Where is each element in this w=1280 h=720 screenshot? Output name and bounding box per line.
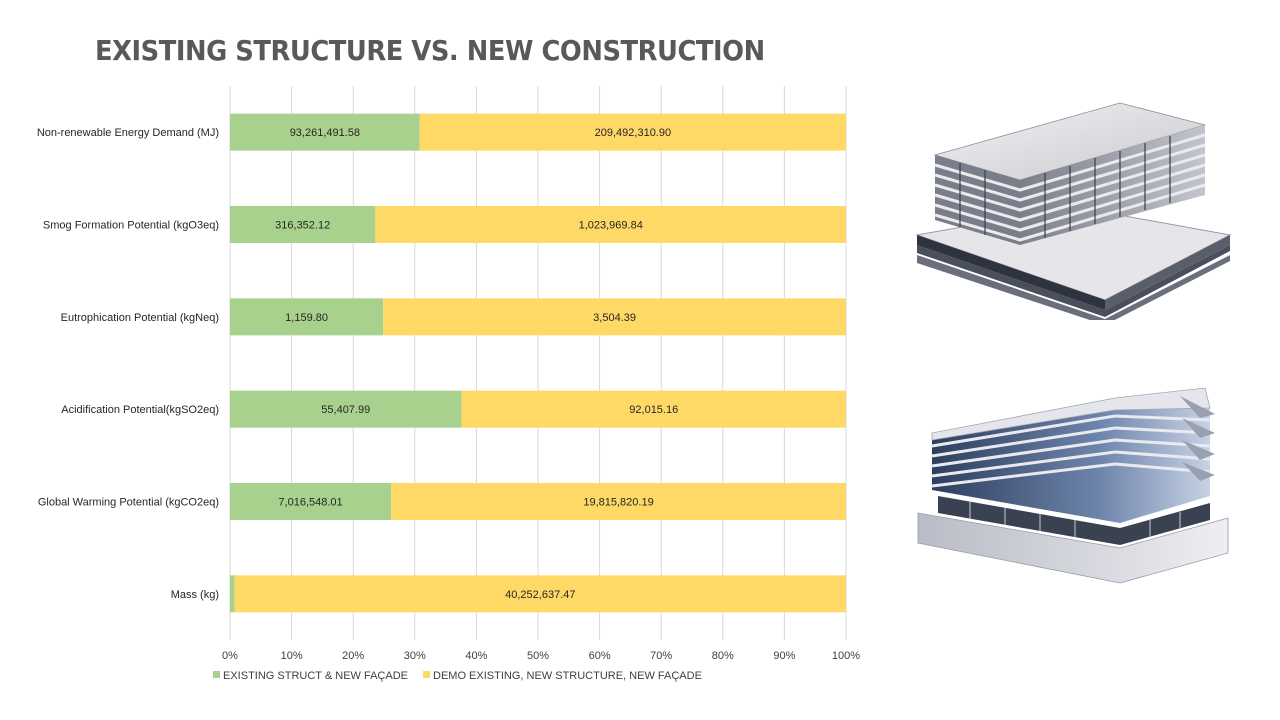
category-label: Acidification Potential(kgSO2eq) bbox=[61, 404, 219, 416]
x-tick-label: 100% bbox=[832, 650, 860, 662]
data-label: 93,261,491.58 bbox=[290, 127, 360, 139]
legend-label: EXISTING STRUCT & NEW FAÇADE bbox=[223, 670, 408, 682]
x-tick-label: 0% bbox=[222, 650, 238, 662]
bar-demo-existing bbox=[234, 575, 846, 613]
bar-demo-existing bbox=[391, 483, 846, 520]
data-label: 92,015.16 bbox=[629, 404, 678, 416]
x-tick-label: 70% bbox=[650, 650, 672, 662]
x-tick-label: 90% bbox=[773, 650, 795, 662]
data-label: 19,815,820.19 bbox=[583, 497, 653, 509]
category-label: Mass (kg) bbox=[171, 589, 219, 601]
data-label: 3,504.39 bbox=[593, 312, 636, 324]
data-label: 7,016,548.01 bbox=[278, 497, 342, 509]
bar-existing-struct bbox=[230, 390, 462, 428]
data-label: 1,023,969.84 bbox=[579, 220, 643, 232]
bar-demo-existing bbox=[375, 206, 846, 243]
data-label: 1,159.80 bbox=[285, 312, 328, 324]
legend-swatch-demo bbox=[423, 671, 430, 678]
bar-existing-struct bbox=[230, 483, 392, 520]
data-label: 40,252,637.47 bbox=[505, 589, 575, 601]
x-tick-label: 10% bbox=[281, 650, 303, 662]
x-tick-label: 30% bbox=[404, 650, 426, 662]
x-tick-label: 40% bbox=[465, 650, 487, 662]
bar-existing-struct bbox=[230, 298, 384, 336]
x-tick-label: 80% bbox=[712, 650, 734, 662]
bar-existing-struct bbox=[230, 206, 376, 243]
new-building-render bbox=[917, 387, 1229, 584]
slide-title: EXISTING STRUCTURE VS. NEW CONSTRUCTION bbox=[95, 34, 765, 67]
legend-swatch-existing bbox=[213, 671, 220, 678]
x-tick-label: 60% bbox=[589, 650, 611, 662]
bar-demo-existing bbox=[383, 298, 846, 336]
category-label: Global Warming Potential (kgCO2eq) bbox=[38, 497, 219, 509]
data-label: 316,352.12 bbox=[275, 220, 330, 232]
existing-building-render bbox=[915, 102, 1232, 320]
data-label: 55,407.99 bbox=[321, 404, 370, 416]
x-tick-label: 50% bbox=[527, 650, 549, 662]
category-label: Smog Formation Potential (kgO3eq) bbox=[43, 220, 219, 232]
bar-demo-existing bbox=[419, 113, 846, 151]
bar-existing-struct bbox=[230, 575, 235, 613]
category-label: Eutrophication Potential (kgNeq) bbox=[61, 312, 219, 324]
bar-existing-struct bbox=[230, 113, 420, 151]
bar-demo-existing bbox=[461, 390, 846, 428]
category-label: Non-renewable Energy Demand (MJ) bbox=[37, 127, 219, 139]
x-tick-label: 20% bbox=[342, 650, 364, 662]
legend-label: DEMO EXISTING, NEW STRUCTURE, NEW FAÇADE bbox=[433, 670, 702, 682]
data-label: 209,492,310.90 bbox=[595, 127, 671, 139]
